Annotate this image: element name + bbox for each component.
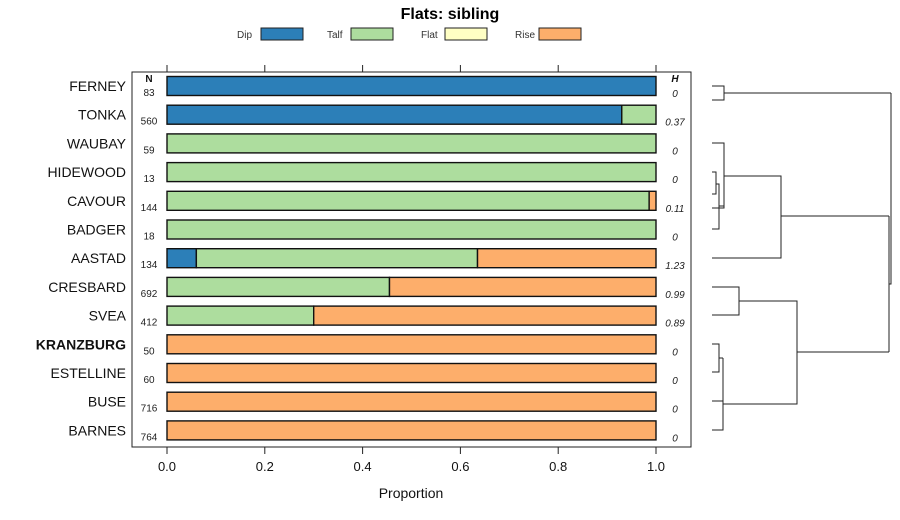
x-tick-label: 0.2 — [256, 459, 274, 474]
dendrogram-branch — [712, 400, 724, 431]
entropy-label: 0 — [672, 405, 678, 416]
sample-size-label: 144 — [141, 203, 158, 214]
row-label: ESTELLINE — [51, 365, 126, 381]
dendrogram-branch — [712, 85, 725, 101]
bar-segment-rise — [166, 420, 657, 441]
h-column-header: H — [671, 74, 679, 85]
chart-title: Flats: sibling — [401, 6, 500, 23]
dendrogram — [712, 85, 892, 431]
dendrogram-branch — [723, 300, 798, 405]
bar-segment-talf — [166, 276, 391, 298]
bar-segment-talf — [166, 305, 315, 326]
bar-segment-talf — [166, 190, 650, 212]
dendrogram-branch — [712, 286, 740, 316]
legend-swatch-flat — [444, 27, 488, 41]
x-tick-label: 0.6 — [451, 459, 469, 474]
legend-label-dip: Dip — [237, 30, 252, 41]
x-tick-label: 0.4 — [354, 459, 372, 474]
row-label: CAVOUR — [67, 193, 126, 209]
x-tick-label: 1.0 — [647, 459, 665, 474]
sample-size-label: 83 — [143, 88, 155, 99]
bar-segment-talf — [166, 219, 657, 240]
bar-segment-rise — [388, 276, 657, 298]
entropy-label: 0.89 — [665, 319, 685, 330]
dendrogram-branch — [712, 175, 782, 259]
sample-size-label: 50 — [143, 346, 155, 357]
entropy-label: 1.23 — [665, 261, 685, 272]
bar-segment-rise — [648, 190, 657, 212]
legend-swatch-dip — [260, 27, 304, 41]
legend-label-talf: Talf — [327, 30, 343, 41]
dendrogram-branch — [712, 142, 725, 209]
entropy-label: 0 — [672, 376, 678, 387]
n-column-header: N — [145, 74, 152, 85]
entropy-label: 0 — [672, 175, 678, 186]
sample-size-label: 412 — [141, 318, 158, 329]
entropy-label: 0 — [672, 233, 678, 244]
row-label: AASTAD — [71, 250, 126, 266]
bar-segment-rise — [166, 391, 657, 412]
sample-size-label: 13 — [143, 174, 155, 185]
bar-segment-rise — [166, 334, 657, 355]
bar-segment-rise — [476, 247, 657, 269]
dendrogram-branch — [712, 343, 720, 373]
entropy-label: 0 — [672, 347, 678, 358]
row-label: WAUBAY — [67, 135, 127, 151]
bar-segment-talf — [195, 247, 479, 269]
bar-segment-talf — [166, 133, 657, 154]
bar-segment-rise — [166, 362, 657, 384]
legend-swatch-talf — [350, 27, 394, 41]
bar-segment-rise — [313, 305, 657, 326]
x-tick-label: 0.8 — [549, 459, 567, 474]
legend-label-flat: Flat — [421, 30, 438, 41]
dendrogram-branch — [889, 93, 892, 285]
bar-segment-dip — [166, 75, 657, 97]
row-label: FERNEY — [69, 78, 126, 94]
row-label: KRANZBURG — [36, 336, 126, 352]
bar-segment-talf — [621, 104, 657, 125]
entropy-label: 0.99 — [665, 290, 685, 301]
sample-size-label: 560 — [141, 117, 158, 128]
row-label: CRESBARD — [48, 279, 126, 295]
sample-size-label: 59 — [143, 145, 155, 156]
sample-size-label: 764 — [141, 432, 158, 443]
x-tick-label: 0.0 — [158, 459, 176, 474]
entropy-label: 0 — [672, 89, 678, 100]
row-label: BARNES — [68, 422, 126, 438]
sample-size-label: 716 — [141, 404, 158, 415]
bar-segment-dip — [166, 104, 623, 125]
legend-label-rise: Rise — [515, 30, 535, 41]
dendrogram-branch — [712, 171, 717, 195]
x-axis-title: Proportion — [379, 485, 444, 501]
row-label: TONKA — [78, 107, 127, 123]
entropy-label: 0 — [672, 146, 678, 157]
row-label: HIDEWOOD — [47, 164, 126, 180]
entropy-label: 0 — [672, 433, 678, 444]
sample-size-label: 134 — [141, 260, 158, 271]
row-label: BADGER — [67, 222, 126, 238]
bars-layer: FERNEY 83 0 TONKA 560 0.37 WAUBAY 59 0 HIDEWOOD 13… — [36, 75, 685, 444]
sample-size-label: 18 — [143, 232, 155, 243]
row-label: BUSE — [88, 394, 126, 410]
sample-size-label: 60 — [143, 375, 155, 386]
x-axis: 0.0 0.2 0.4 0.6 0.8 1.0 — [158, 65, 665, 474]
entropy-label: 0.37 — [665, 118, 685, 129]
row-label: SVEA — [89, 308, 127, 324]
entropy-label: 0.11 — [666, 204, 685, 215]
sample-size-label: 692 — [141, 289, 158, 300]
plot-frame — [131, 71, 692, 448]
bar-segment-talf — [166, 161, 657, 183]
bar-segment-dip — [166, 247, 198, 269]
legend-swatch-rise — [538, 27, 582, 41]
legend: Dip Talf Flat Rise — [237, 27, 582, 41]
